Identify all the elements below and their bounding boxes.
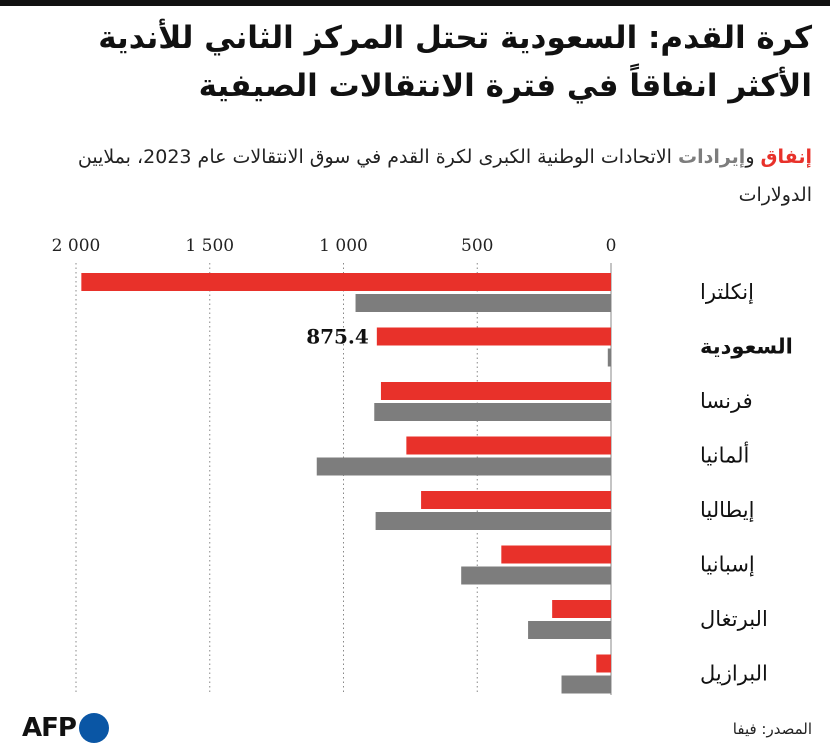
- country-label: إسبانيا: [700, 553, 755, 578]
- source-note: المصدر: فيفا: [732, 720, 812, 738]
- afp-logo-circle-icon: [78, 713, 109, 743]
- country-label: البرازيل: [700, 662, 768, 686]
- spend-bar: [406, 436, 611, 455]
- subtitle-connector: و: [745, 146, 761, 168]
- income-bar: [355, 294, 611, 312]
- x-tick-label: 2 000: [52, 236, 101, 256]
- income-bar: [461, 566, 611, 585]
- x-tick-label: 1 000: [319, 236, 368, 256]
- top-rule: [0, 0, 830, 6]
- country-label: ألمانيا: [700, 442, 749, 468]
- country-label: فرنسا: [700, 389, 753, 413]
- page-title: كرة القدم: السعودية تحتل المركز الثاني ل…: [98, 20, 812, 104]
- spend-bar: [81, 273, 612, 291]
- data-label: 875.4: [306, 325, 369, 349]
- income-bar: [561, 675, 611, 694]
- country-label: البرتغال: [700, 607, 768, 631]
- x-tick-label: 1 500: [185, 236, 234, 256]
- spend-bar: [501, 545, 611, 564]
- spend-bar: [380, 382, 611, 400]
- income-bar: [607, 348, 611, 367]
- country-label: إيطاليا: [700, 498, 754, 523]
- subtitle-income-word: إيرادات: [677, 146, 746, 168]
- country-label: إنكلترا: [700, 280, 754, 305]
- income-bar: [375, 512, 611, 530]
- spend-bar: [376, 327, 611, 346]
- afp-logo-text: AFP: [22, 713, 77, 743]
- spend-bar: [596, 654, 611, 673]
- income-bar: [374, 403, 611, 421]
- subtitle-rest: الاتحادات الوطنية الكبرى لكرة القدم في س…: [77, 146, 812, 206]
- bar-chart: 0 500 1 000 1 500 2 000 إنكلترا السعودية فرنسا أ…: [52, 236, 793, 695]
- spend-bar: [552, 600, 611, 618]
- income-bar: [316, 457, 611, 476]
- x-tick-label: 500: [461, 236, 493, 256]
- income-bar: [528, 621, 611, 639]
- x-tick-label: 0: [606, 236, 617, 256]
- afp-logo: AFP: [22, 712, 109, 744]
- chart-subtitle: إنفاق وإيرادات الاتحادات الوطنية الكبرى …: [12, 138, 812, 214]
- spend-bar: [421, 491, 611, 509]
- subtitle-spend-word: إنفاق: [760, 146, 812, 168]
- country-label: السعودية: [700, 335, 793, 359]
